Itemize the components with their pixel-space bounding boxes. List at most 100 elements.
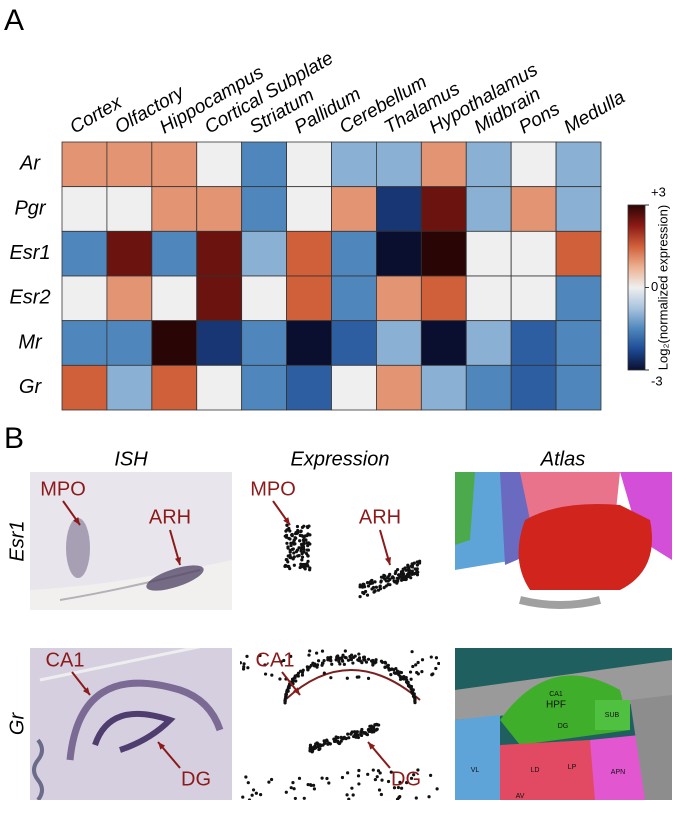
- expression-dot: [269, 777, 274, 782]
- expression-dot: [360, 727, 364, 732]
- expression-dot: [305, 541, 309, 545]
- expression-dot: [285, 523, 289, 528]
- expression-dot: [293, 675, 297, 680]
- expression-dot: [303, 564, 308, 568]
- heatmap-cell: [106, 275, 153, 322]
- expression-dot: [293, 536, 297, 540]
- expression-dot: [300, 555, 305, 559]
- expression-dot: [332, 739, 337, 744]
- expression-dot: [303, 567, 307, 571]
- heatmap-cell: [465, 275, 512, 322]
- expression-dot: [409, 677, 413, 681]
- arrow-head: [174, 557, 181, 565]
- expression-dot: [401, 574, 405, 578]
- row-header: Esr1: [6, 520, 28, 561]
- expression-dot: [412, 695, 416, 699]
- heatmap-cell: [510, 275, 557, 322]
- expression-dot: [314, 742, 318, 746]
- expression-dot: [299, 542, 304, 546]
- expression-dot: [297, 546, 301, 550]
- expression-dot: [350, 653, 354, 657]
- heatmap-cell: [510, 364, 557, 411]
- expression-dot: [247, 798, 252, 800]
- heatmap-cell: [286, 364, 332, 411]
- atlas-labels: HPF CA1 DG SUB LD LP APN VL AV: [471, 691, 625, 800]
- expression-dot: [307, 653, 311, 657]
- expression-dot: [370, 578, 374, 583]
- expression-dot: [308, 649, 312, 653]
- expression-dot: [316, 659, 321, 663]
- heatmap-cell: [241, 320, 287, 366]
- expression-dot: [308, 542, 312, 546]
- expression-dot: [302, 796, 306, 800]
- expression-dot: [415, 563, 419, 567]
- expression-dot: [391, 575, 395, 579]
- heatmap-cell: [241, 186, 287, 232]
- expression-dot: [245, 654, 249, 658]
- heatmap-cell: [331, 364, 377, 411]
- expression-dot: [362, 591, 366, 596]
- expression-dot: [288, 537, 292, 541]
- expression-dot: [336, 736, 340, 740]
- y-tick-label: Gr: [19, 376, 43, 398]
- expression-dot: [278, 677, 282, 681]
- expression-dot: [312, 783, 316, 787]
- expression-dot: [307, 524, 311, 528]
- expression-image: [283, 523, 422, 599]
- heatmap-cell: [61, 186, 108, 232]
- expression-dot: [241, 795, 245, 799]
- expression-dot: [359, 731, 363, 735]
- expression-dot: [344, 656, 348, 660]
- expression-dot: [388, 572, 392, 576]
- expression-dot: [293, 542, 297, 546]
- heatmap-cell: [331, 275, 377, 322]
- heatmap-cell: [555, 141, 602, 188]
- expression-dot: [250, 793, 254, 797]
- expression-dot: [349, 658, 354, 662]
- heatmap-cell: [555, 275, 602, 322]
- expression-dot: [259, 793, 263, 797]
- expression-dot: [288, 550, 292, 554]
- expression-dot: [403, 575, 407, 579]
- x-tick-label: Medulla: [561, 87, 629, 138]
- expression-dot: [410, 650, 414, 654]
- heatmap-cell: [241, 141, 287, 188]
- expression-dot: [292, 787, 296, 791]
- heatmap-cell: [241, 230, 287, 277]
- expression-dot: [430, 673, 434, 677]
- expression-dot: [244, 775, 248, 779]
- expression-dot: [284, 693, 288, 697]
- heatmap-cell: [61, 230, 108, 277]
- heatmap-cell: [61, 320, 108, 366]
- heatmap-cell: [510, 230, 557, 277]
- expression-dot: [357, 652, 361, 656]
- arrow-head: [158, 742, 166, 750]
- arrow-head: [83, 687, 90, 695]
- heatmap-cell: [420, 364, 467, 411]
- expression-dot: [335, 656, 339, 660]
- expression-dot: [361, 655, 366, 659]
- heatmap-cell: [286, 275, 332, 322]
- expression-dot: [301, 563, 305, 568]
- expression-dot: [395, 576, 399, 580]
- expression-dot: [279, 660, 283, 664]
- heatmap-cell: [196, 141, 243, 188]
- expression-dot: [405, 678, 409, 682]
- expression-dot: [414, 572, 419, 576]
- heatmap-cell: [151, 141, 198, 188]
- y-tick-label: Ar: [19, 153, 41, 175]
- expression-dot: [270, 673, 274, 677]
- expression-dot: [365, 733, 370, 737]
- expression-dot: [305, 548, 309, 552]
- expression-dot: [401, 570, 405, 574]
- expression-dot: [407, 569, 411, 573]
- atlas-label: VL: [471, 767, 480, 774]
- expression-dot: [295, 548, 300, 552]
- expression-dot: [306, 532, 310, 536]
- expression-dot: [414, 796, 418, 800]
- expression-dot: [350, 786, 354, 790]
- expression-dot: [379, 659, 384, 663]
- heatmap-cell: [331, 141, 377, 188]
